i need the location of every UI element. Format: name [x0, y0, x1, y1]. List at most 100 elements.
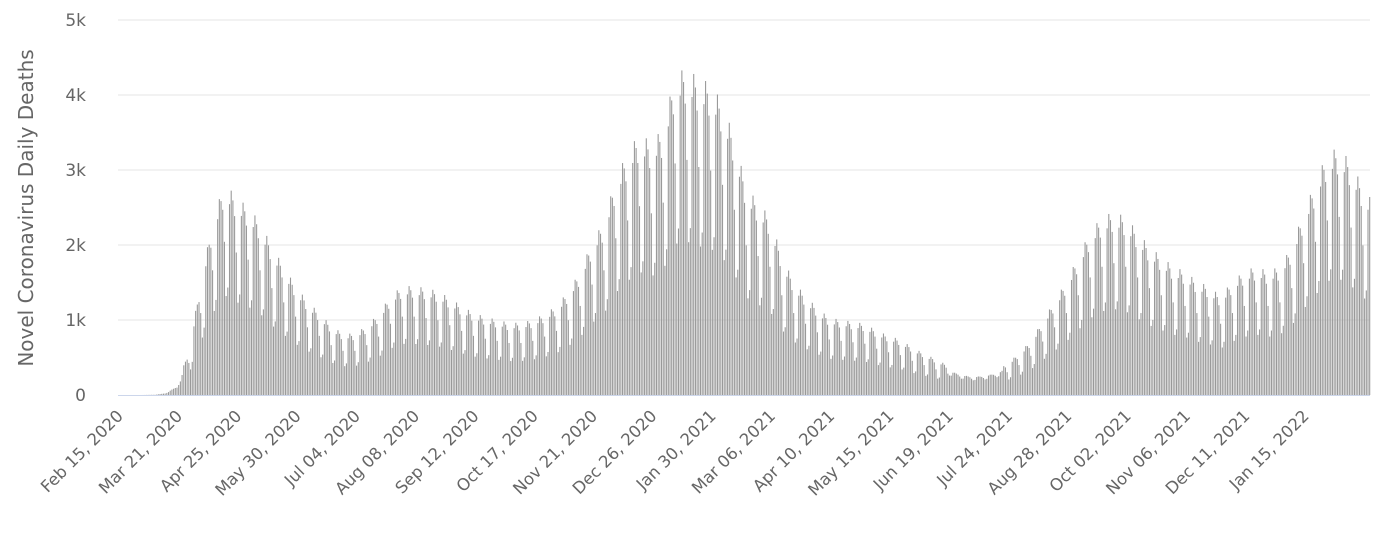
daily-bar[interactable] [995, 376, 996, 395]
daily-bar[interactable] [886, 341, 887, 395]
daily-bar[interactable] [644, 156, 645, 395]
daily-bar[interactable] [182, 375, 183, 395]
daily-bar[interactable] [283, 302, 284, 395]
daily-bar[interactable] [351, 336, 352, 395]
daily-bar[interactable] [758, 256, 759, 395]
daily-bar[interactable] [239, 294, 240, 395]
daily-bar[interactable] [639, 206, 640, 395]
daily-bar[interactable] [365, 334, 366, 395]
daily-bar[interactable] [849, 324, 850, 395]
daily-bar[interactable] [398, 293, 399, 395]
daily-bar[interactable] [420, 287, 421, 395]
daily-bar[interactable] [1147, 260, 1148, 395]
daily-bar[interactable] [456, 303, 457, 395]
daily-bar[interactable] [510, 361, 511, 395]
daily-bar[interactable] [1281, 333, 1282, 395]
daily-bar[interactable] [468, 310, 469, 395]
daily-bar[interactable] [1040, 331, 1041, 395]
daily-bar[interactable] [275, 321, 276, 395]
daily-bar[interactable] [876, 349, 877, 395]
daily-bar[interactable] [1007, 372, 1008, 395]
daily-bar[interactable] [659, 142, 660, 395]
daily-bar[interactable] [880, 363, 881, 395]
daily-bar[interactable] [478, 321, 479, 395]
daily-bar[interactable] [1120, 215, 1121, 395]
daily-bar[interactable] [678, 229, 679, 395]
daily-bar[interactable] [1157, 259, 1158, 395]
daily-bar[interactable] [935, 369, 936, 395]
daily-bar[interactable] [337, 330, 338, 395]
daily-bar[interactable] [588, 256, 589, 395]
daily-bar[interactable] [1159, 270, 1160, 395]
daily-bar[interactable] [517, 325, 518, 395]
daily-bar[interactable] [661, 158, 662, 395]
daily-bar[interactable] [209, 245, 210, 395]
daily-bar[interactable] [192, 362, 193, 395]
daily-bar[interactable] [592, 285, 593, 395]
daily-bar[interactable] [227, 288, 228, 395]
daily-bar[interactable] [669, 97, 670, 395]
daily-bar[interactable] [722, 185, 723, 395]
daily-bar[interactable] [1369, 197, 1370, 395]
daily-bar[interactable] [1003, 366, 1004, 395]
daily-bar[interactable] [341, 339, 342, 395]
daily-bar[interactable] [1335, 158, 1336, 395]
daily-bar[interactable] [1063, 291, 1064, 395]
daily-bar[interactable] [688, 242, 689, 395]
daily-bar[interactable] [1208, 317, 1209, 395]
daily-bar[interactable] [1284, 268, 1285, 395]
daily-bar[interactable] [915, 371, 916, 395]
daily-bar[interactable] [642, 261, 643, 395]
daily-bar[interactable] [358, 362, 359, 395]
daily-bar[interactable] [387, 305, 388, 395]
daily-bar[interactable] [397, 290, 398, 395]
daily-bar[interactable] [593, 322, 594, 395]
daily-bar[interactable] [495, 327, 496, 395]
daily-bar[interactable] [1310, 195, 1311, 395]
daily-bar[interactable] [1125, 267, 1126, 395]
daily-bar[interactable] [636, 148, 637, 395]
daily-bar[interactable] [1210, 345, 1211, 395]
daily-bar[interactable] [1169, 268, 1170, 395]
daily-bar[interactable] [1130, 236, 1131, 395]
daily-bar[interactable] [525, 327, 526, 395]
daily-bar[interactable] [683, 82, 684, 395]
daily-bar[interactable] [451, 350, 452, 395]
daily-bar[interactable] [766, 219, 767, 395]
daily-bar[interactable] [702, 233, 703, 395]
daily-bar[interactable] [1184, 306, 1185, 395]
daily-bar[interactable] [570, 345, 571, 395]
daily-bar[interactable] [946, 368, 947, 395]
daily-bar[interactable] [531, 328, 532, 395]
daily-bar[interactable] [629, 280, 630, 395]
daily-bar[interactable] [488, 355, 489, 395]
daily-bar[interactable] [1186, 338, 1187, 395]
daily-bar[interactable] [229, 204, 230, 395]
daily-bar[interactable] [1027, 346, 1028, 395]
daily-bar[interactable] [541, 319, 542, 395]
daily-bar[interactable] [1171, 279, 1172, 395]
daily-bar[interactable] [234, 216, 235, 395]
daily-bar[interactable] [265, 245, 266, 395]
daily-bar[interactable] [1103, 311, 1104, 395]
daily-bar[interactable] [736, 277, 737, 395]
daily-bar[interactable] [1283, 326, 1284, 395]
daily-bar[interactable] [236, 253, 237, 396]
daily-bar[interactable] [929, 359, 930, 395]
daily-bar[interactable] [354, 351, 355, 395]
daily-bar[interactable] [464, 350, 465, 395]
daily-bar[interactable] [1352, 287, 1353, 395]
daily-bar[interactable] [568, 320, 569, 395]
daily-bar[interactable] [183, 365, 184, 395]
daily-bar[interactable] [1254, 281, 1255, 395]
daily-bar[interactable] [739, 177, 740, 395]
daily-bar[interactable] [878, 365, 879, 395]
daily-bar[interactable] [205, 266, 206, 395]
daily-bar[interactable] [331, 345, 332, 395]
daily-bar[interactable] [1279, 302, 1280, 395]
daily-bar[interactable] [1149, 288, 1150, 395]
daily-bar[interactable] [615, 238, 616, 395]
daily-bar[interactable] [280, 266, 281, 395]
daily-bar[interactable] [981, 377, 982, 395]
daily-bar[interactable] [586, 254, 587, 395]
